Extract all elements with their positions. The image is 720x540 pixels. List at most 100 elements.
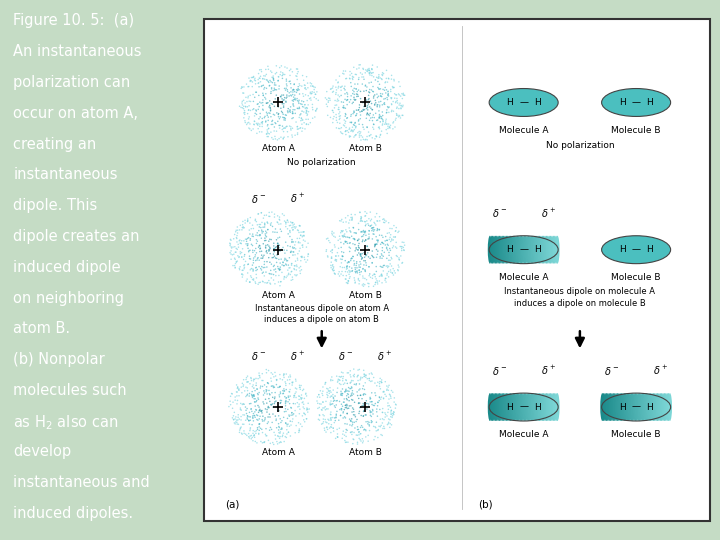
Point [244, 125, 256, 133]
Point [267, 120, 279, 129]
Point [345, 367, 356, 375]
Point [358, 437, 369, 445]
Point [346, 232, 357, 240]
Point [379, 424, 390, 433]
Point [228, 261, 239, 270]
Point [261, 279, 273, 287]
Point [339, 230, 351, 238]
Point [287, 100, 299, 109]
Point [269, 79, 281, 87]
Point [340, 375, 351, 384]
Point [230, 417, 241, 426]
Point [279, 254, 291, 262]
Point [380, 278, 392, 286]
Point [287, 244, 299, 253]
Point [240, 80, 252, 89]
Point [338, 70, 350, 78]
Point [359, 136, 371, 144]
Point [248, 256, 259, 265]
Point [269, 94, 281, 103]
Point [320, 397, 332, 406]
Point [347, 403, 359, 412]
Point [359, 410, 371, 419]
Ellipse shape [619, 393, 624, 421]
Point [332, 78, 343, 87]
Point [242, 372, 253, 381]
Point [267, 86, 279, 95]
Point [302, 404, 313, 413]
Point [299, 100, 310, 109]
Point [328, 424, 339, 433]
Point [257, 428, 269, 437]
Point [387, 411, 398, 420]
Point [377, 107, 388, 116]
Point [370, 132, 382, 140]
Point [361, 67, 373, 76]
Point [333, 112, 345, 121]
Point [307, 100, 318, 109]
Point [362, 65, 374, 73]
Point [243, 105, 254, 114]
Point [347, 239, 359, 248]
Point [238, 104, 249, 113]
Point [276, 71, 288, 79]
Point [325, 388, 337, 396]
Point [298, 97, 310, 106]
Point [364, 376, 375, 385]
Point [242, 103, 253, 111]
Point [306, 89, 318, 98]
Point [276, 125, 288, 134]
Point [284, 221, 295, 230]
Point [341, 401, 353, 410]
Point [292, 399, 303, 407]
Point [272, 100, 284, 109]
Point [341, 227, 353, 236]
Point [287, 218, 299, 227]
Point [328, 393, 339, 402]
Point [256, 226, 267, 234]
Point [248, 375, 260, 383]
Point [347, 386, 359, 395]
Point [323, 420, 335, 428]
Point [263, 78, 274, 87]
Point [254, 245, 266, 253]
Point [282, 241, 294, 250]
Text: H: H [647, 245, 653, 254]
Point [365, 130, 377, 139]
Point [348, 418, 360, 427]
Point [269, 393, 281, 401]
Point [276, 396, 287, 405]
Point [327, 106, 338, 114]
Point [323, 98, 334, 106]
Point [325, 401, 336, 409]
Point [264, 249, 276, 258]
Point [266, 73, 278, 82]
Point [257, 417, 269, 426]
Point [348, 405, 359, 414]
Point [292, 122, 303, 131]
Point [369, 240, 381, 249]
Text: (a): (a) [225, 500, 240, 510]
Point [223, 402, 235, 411]
Point [267, 135, 279, 144]
Point [364, 369, 375, 378]
Point [230, 244, 242, 253]
Point [261, 99, 273, 107]
Point [359, 370, 370, 379]
Ellipse shape [531, 236, 535, 264]
Point [382, 87, 394, 96]
Point [382, 90, 394, 99]
Ellipse shape [534, 236, 537, 264]
Point [391, 91, 402, 99]
Point [358, 390, 369, 399]
Point [332, 95, 343, 104]
Point [279, 124, 290, 132]
Point [298, 404, 310, 413]
Point [398, 238, 410, 247]
Point [373, 98, 384, 106]
Point [375, 421, 387, 430]
Point [300, 389, 312, 397]
Point [281, 77, 292, 85]
Point [258, 81, 269, 90]
Point [392, 252, 403, 261]
